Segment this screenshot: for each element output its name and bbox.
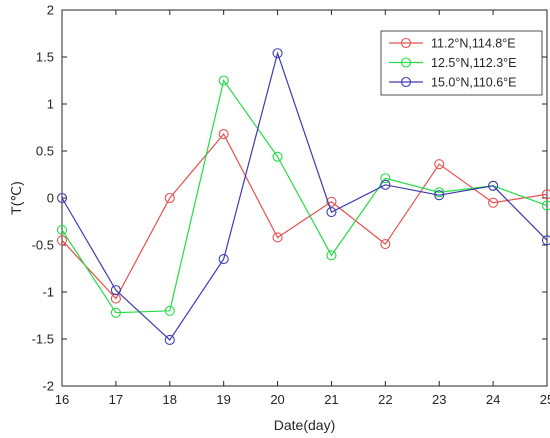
y-tick-label: 2 (47, 3, 54, 18)
x-axis-ticks: 16 17 18 19 20 21 22 23 24 25 (55, 10, 550, 407)
series-2-point (434, 187, 445, 198)
series-2-point (56, 224, 68, 236)
x-axis-label: Date(day) (274, 417, 335, 433)
series-1-point (434, 159, 445, 170)
y-tick-label: 1 (47, 97, 54, 112)
series-3-point (380, 179, 391, 190)
series-3-point (488, 180, 499, 191)
series-2-point (272, 151, 283, 162)
series-1-point (326, 196, 337, 207)
series-3-point (434, 190, 445, 201)
y-tick-label: -1.5 (32, 332, 54, 347)
y-tick-label: -2 (42, 379, 54, 394)
series-2-point (326, 250, 337, 261)
x-tick-label: 17 (109, 392, 123, 407)
series-3-point (56, 192, 68, 204)
series-3-point (110, 285, 121, 296)
series-line-1 (61, 133, 548, 300)
series-1-point (541, 189, 550, 200)
y-tick-label: 1.5 (36, 50, 54, 65)
x-tick-label: 16 (55, 392, 69, 407)
x-tick-label: 18 (163, 392, 177, 407)
series-1-point (272, 232, 283, 243)
x-tick-label: 21 (324, 392, 338, 407)
x-tick-label: 25 (540, 392, 550, 407)
x-tick-label: 20 (270, 392, 284, 407)
legend: 11.2°N,114.8°E 12.5°N,112.3°E 15.0°N,110.6… (380, 30, 543, 96)
series-1-point (488, 197, 499, 208)
series-2-point (164, 305, 175, 316)
series-2-point (110, 307, 121, 318)
series-3-point (541, 235, 550, 246)
series-2-point (218, 75, 229, 86)
series-1-point (380, 239, 391, 250)
series-1-point (218, 129, 229, 140)
y-tick-label: -0.5 (32, 238, 54, 253)
x-tick-label: 19 (216, 392, 230, 407)
legend-marker-3 (400, 76, 412, 88)
x-tick-label: 23 (432, 392, 446, 407)
series-2-point (541, 200, 550, 211)
series-line-2 (61, 79, 548, 314)
series-1-point (164, 192, 175, 204)
series-3-point (326, 207, 337, 218)
series-layer (56, 48, 550, 345)
legend-marker-2 (400, 57, 412, 68)
legend-label-2: 12.5°N,112.3°E (431, 56, 517, 70)
series-3-point (164, 334, 175, 345)
series-3-point (272, 48, 283, 59)
series-1-point (56, 235, 68, 246)
x-tick-label: 24 (486, 392, 500, 407)
y-tick-label: 0 (47, 191, 54, 206)
y-axis-label: T(℃) (8, 181, 24, 215)
series-2-point (380, 173, 391, 184)
series-3-point (218, 254, 229, 265)
legend-label-1: 11.2°N,114.8°E (431, 37, 516, 51)
y-axis-ticks: -2 -1.5 -1 -0.5 0 0.5 1 1.5 2 (32, 3, 547, 394)
y-tick-label: 0.5 (36, 144, 54, 159)
y-tick-label: -1 (42, 285, 54, 300)
series-line-3 (61, 51, 548, 341)
x-tick-label: 22 (378, 392, 392, 407)
legend-label-3: 15.0°N,110.6°E (431, 76, 517, 90)
legend-marker-1 (400, 37, 412, 49)
